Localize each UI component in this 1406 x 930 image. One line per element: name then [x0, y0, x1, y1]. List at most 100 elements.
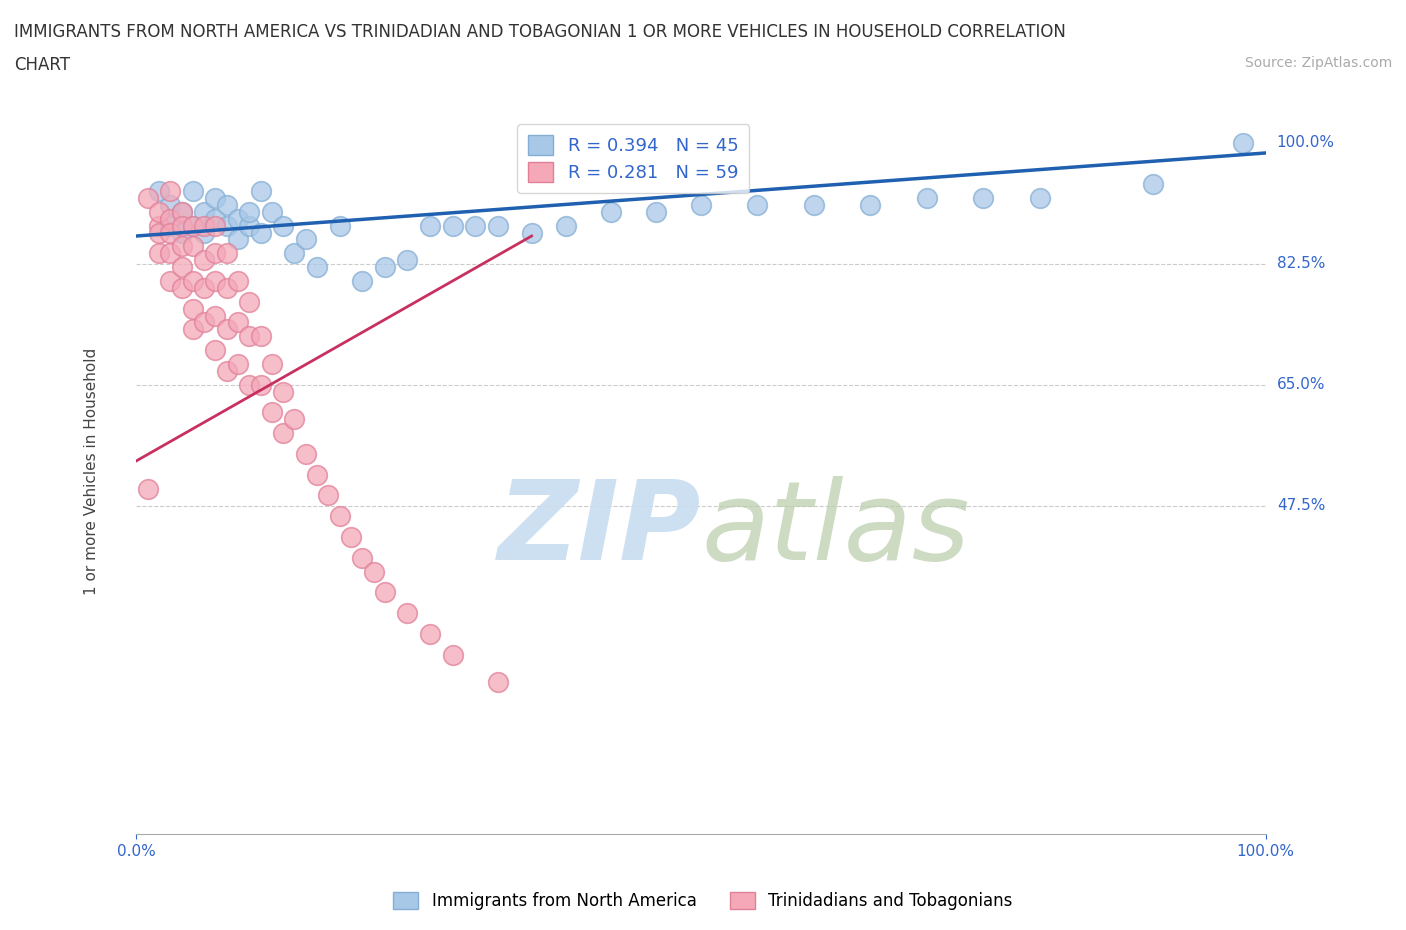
Point [215, 322, 238, 337]
Point [352, 273, 374, 288]
Point [181, 219, 204, 233]
Point [204, 219, 226, 233]
Point [159, 246, 181, 260]
Point [193, 281, 215, 296]
Point [1142, 177, 1164, 192]
Point [204, 343, 226, 358]
Point [271, 219, 294, 233]
Legend: Immigrants from North America, Trinidadians and Tobagonians: Immigrants from North America, Trinidadi… [387, 885, 1019, 917]
Point [170, 205, 193, 219]
Point [238, 205, 260, 219]
Point [226, 232, 249, 246]
Text: 82.5%: 82.5% [1277, 256, 1324, 272]
Point [307, 259, 329, 274]
Point [419, 627, 441, 642]
Point [374, 259, 396, 274]
Point [238, 378, 260, 392]
Point [271, 426, 294, 441]
Point [204, 191, 226, 206]
Point [374, 585, 396, 600]
Point [215, 364, 238, 379]
Point [159, 219, 181, 233]
Point [915, 191, 938, 206]
Text: 100.0%: 100.0% [1277, 135, 1334, 150]
Point [204, 246, 226, 260]
Point [215, 246, 238, 260]
Point [520, 225, 543, 240]
Text: Source: ZipAtlas.com: Source: ZipAtlas.com [1244, 56, 1392, 70]
Point [249, 329, 271, 344]
Point [307, 467, 329, 482]
Point [238, 329, 260, 344]
Point [441, 219, 464, 233]
Point [972, 191, 994, 206]
Point [148, 225, 170, 240]
Point [294, 446, 316, 461]
Point [238, 294, 260, 309]
Point [283, 412, 305, 427]
Point [136, 191, 159, 206]
Point [803, 197, 825, 212]
Point [170, 219, 193, 233]
Point [340, 529, 363, 544]
Point [260, 405, 283, 419]
Point [859, 197, 882, 212]
Point [441, 647, 464, 662]
Point [159, 183, 181, 198]
Point [215, 197, 238, 212]
Text: atlas: atlas [702, 476, 970, 583]
Point [170, 259, 193, 274]
Point [204, 211, 226, 226]
Point [181, 322, 204, 337]
Point [329, 219, 352, 233]
Point [204, 308, 226, 323]
Point [464, 219, 486, 233]
Text: 47.5%: 47.5% [1277, 498, 1324, 513]
Point [170, 205, 193, 219]
Point [193, 315, 215, 330]
Point [148, 183, 170, 198]
Point [204, 273, 226, 288]
Point [363, 565, 385, 579]
Point [260, 205, 283, 219]
Point [238, 219, 260, 233]
Point [294, 232, 316, 246]
Point [249, 378, 271, 392]
Point [419, 219, 441, 233]
Point [170, 225, 193, 240]
Point [1029, 191, 1052, 206]
Point [1232, 135, 1254, 150]
Point [170, 281, 193, 296]
Point [193, 253, 215, 268]
Point [159, 273, 181, 288]
Point [215, 219, 238, 233]
Point [226, 273, 249, 288]
Point [396, 605, 419, 620]
Point [644, 205, 666, 219]
Point [249, 225, 271, 240]
Point [159, 197, 181, 212]
Point [193, 219, 215, 233]
Point [181, 273, 204, 288]
Point [283, 246, 305, 260]
Point [352, 551, 374, 565]
Point [249, 183, 271, 198]
Point [170, 239, 193, 254]
Point [226, 356, 249, 371]
Point [396, 253, 419, 268]
Point [159, 225, 181, 240]
Point [181, 219, 204, 233]
Point [486, 219, 509, 233]
Point [226, 315, 249, 330]
Text: ZIP: ZIP [498, 476, 702, 583]
Text: CHART: CHART [14, 56, 70, 73]
Point [136, 481, 159, 496]
Point [690, 197, 713, 212]
Point [193, 225, 215, 240]
Point [181, 183, 204, 198]
Point [318, 488, 340, 503]
Point [554, 219, 576, 233]
Point [486, 675, 509, 690]
Point [181, 239, 204, 254]
Point [193, 205, 215, 219]
